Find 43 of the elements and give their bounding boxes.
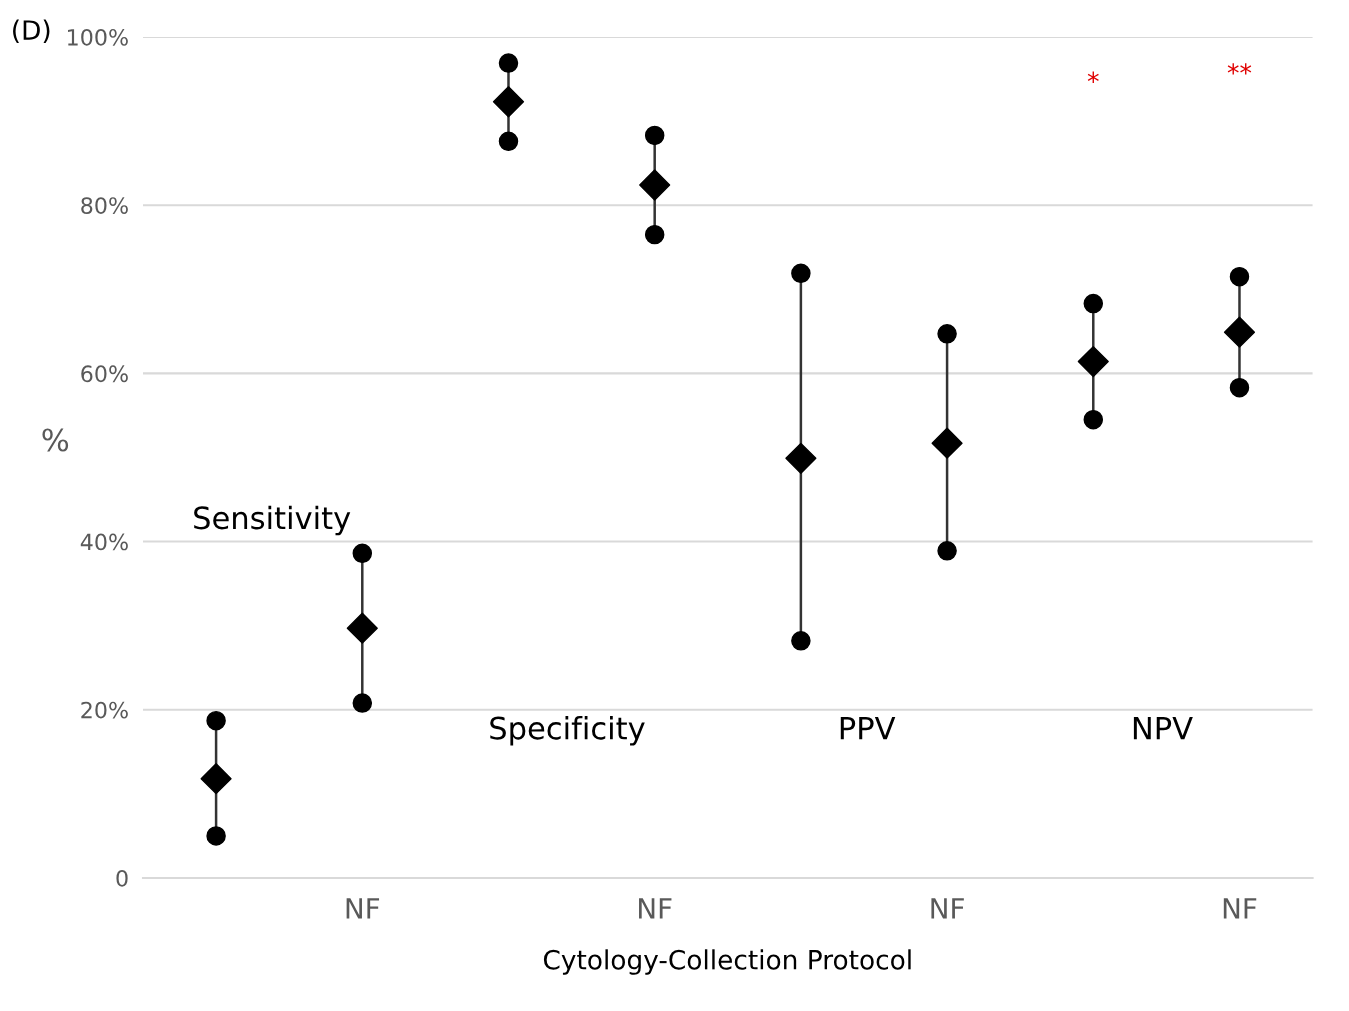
point (791, 263, 811, 284)
point (931, 427, 963, 459)
point (1083, 409, 1104, 430)
point (1229, 377, 1250, 398)
point (1229, 266, 1250, 287)
y-tick-label: 20% (81, 701, 128, 719)
y-tick-label: 40% (80, 533, 128, 551)
point (1077, 346, 1109, 378)
y-tick-label: 60% (81, 365, 128, 383)
annotation: Specificity (490, 716, 645, 746)
x-tick-label: NF (346, 898, 380, 919)
y-tick-label: 80% (81, 197, 128, 214)
point (346, 612, 378, 644)
point (644, 224, 665, 245)
point (498, 131, 519, 152)
point (937, 324, 957, 344)
point (352, 693, 373, 713)
y-tick-label: 100% (68, 28, 128, 46)
point (1223, 316, 1256, 348)
point (352, 543, 373, 564)
point (206, 710, 226, 731)
y-axis-title: % (42, 428, 69, 452)
point (937, 541, 957, 561)
point (206, 826, 226, 846)
text: (D) (13, 19, 50, 44)
point (1083, 293, 1104, 314)
x-tick-label: NF (931, 898, 964, 919)
point (639, 169, 671, 201)
annotation: PPV (840, 716, 896, 740)
x-tick-label: NF (1223, 898, 1257, 919)
y-tick-label: 0 (116, 869, 128, 887)
annotation: * (1087, 71, 1099, 83)
point (498, 53, 519, 73)
x-tick-label: NF (639, 898, 672, 919)
point (644, 125, 665, 146)
point (492, 86, 525, 118)
annotation: Sensitivity (194, 505, 351, 536)
point (791, 631, 811, 651)
point (785, 442, 817, 474)
point (200, 763, 232, 795)
annotation: NPV (1133, 716, 1193, 740)
annotation: ** (1227, 63, 1252, 75)
x-axis-title: Cytology-Collection Protocol (543, 949, 911, 975)
